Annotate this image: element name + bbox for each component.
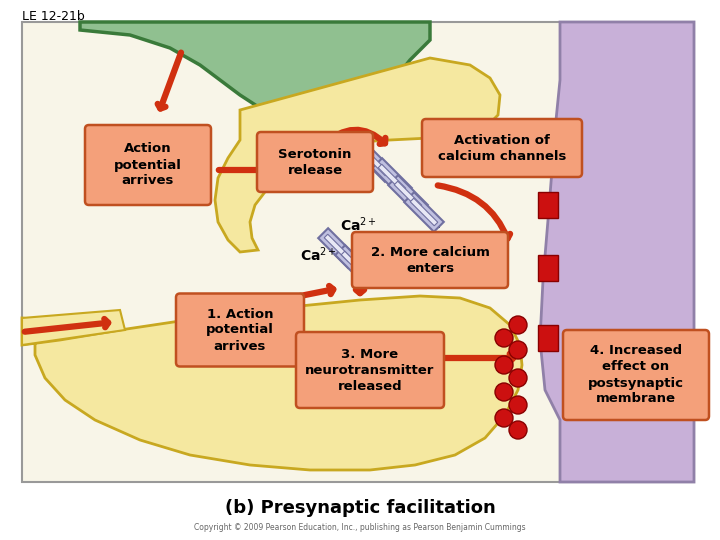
FancyBboxPatch shape xyxy=(22,22,694,482)
Text: LE 12-21b: LE 12-21b xyxy=(22,10,85,23)
Bar xyxy=(538,255,558,281)
Text: 2. More calcium
enters: 2. More calcium enters xyxy=(371,246,490,274)
Polygon shape xyxy=(341,251,369,279)
Circle shape xyxy=(509,369,527,387)
Polygon shape xyxy=(540,22,694,482)
Polygon shape xyxy=(22,296,522,470)
Text: Copyright © 2009 Pearson Education, Inc., publishing as Pearson Benjamin Cumming: Copyright © 2009 Pearson Education, Inc.… xyxy=(194,523,526,532)
Circle shape xyxy=(509,341,527,359)
Text: 4. Increased
effect on
postsynaptic
membrane: 4. Increased effect on postsynaptic memb… xyxy=(588,345,684,406)
FancyBboxPatch shape xyxy=(85,125,211,205)
Polygon shape xyxy=(324,234,352,262)
FancyBboxPatch shape xyxy=(296,332,444,408)
Polygon shape xyxy=(215,58,500,252)
Text: Serotonin
release: Serotonin release xyxy=(279,147,351,177)
Text: 1. Action
potential
arrives: 1. Action potential arrives xyxy=(206,307,274,353)
Text: 3. More
neurotransmitter
released: 3. More neurotransmitter released xyxy=(305,348,435,393)
Polygon shape xyxy=(378,164,406,192)
Circle shape xyxy=(509,396,527,414)
FancyBboxPatch shape xyxy=(257,132,373,192)
Polygon shape xyxy=(372,158,412,198)
Polygon shape xyxy=(361,148,389,176)
Polygon shape xyxy=(318,228,358,268)
Polygon shape xyxy=(336,245,375,285)
Circle shape xyxy=(495,356,513,374)
Circle shape xyxy=(495,329,513,347)
Polygon shape xyxy=(22,310,125,345)
Bar xyxy=(538,325,558,351)
Text: (b) Presynaptic facilitation: (b) Presynaptic facilitation xyxy=(225,499,495,517)
Text: Action
potential
arrives: Action potential arrives xyxy=(114,143,182,187)
Polygon shape xyxy=(404,192,444,232)
Text: Ca$^{2+}$: Ca$^{2+}$ xyxy=(300,246,336,264)
Circle shape xyxy=(495,383,513,401)
Polygon shape xyxy=(410,198,438,226)
FancyBboxPatch shape xyxy=(563,330,709,420)
Bar xyxy=(538,192,558,218)
Circle shape xyxy=(495,409,513,427)
Polygon shape xyxy=(80,22,430,122)
FancyBboxPatch shape xyxy=(422,119,582,177)
Polygon shape xyxy=(395,181,422,209)
Text: Activation of
calcium channels: Activation of calcium channels xyxy=(438,133,566,163)
Circle shape xyxy=(509,316,527,334)
Polygon shape xyxy=(355,142,395,182)
FancyBboxPatch shape xyxy=(176,294,304,367)
FancyBboxPatch shape xyxy=(352,232,508,288)
Circle shape xyxy=(509,421,527,439)
Polygon shape xyxy=(388,175,428,215)
Text: Ca$^{2+}$: Ca$^{2+}$ xyxy=(340,215,377,234)
